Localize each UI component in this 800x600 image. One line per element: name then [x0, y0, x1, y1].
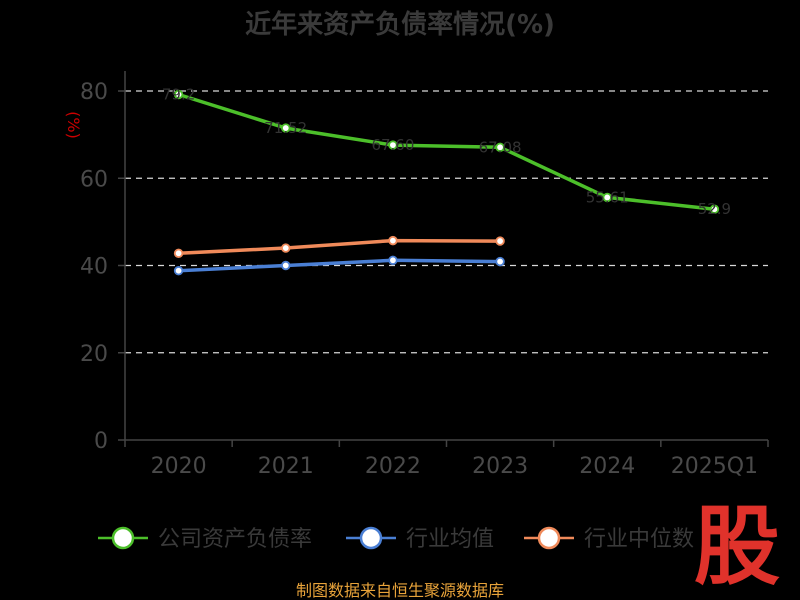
- x-tick-label: 2022: [365, 454, 421, 479]
- y-tick-label: 20: [80, 342, 108, 367]
- x-tick-label: 2025Q1: [671, 454, 758, 479]
- grid-layer: [125, 90, 768, 354]
- data-label: 71.52: [264, 119, 307, 137]
- legend-label: 行业中位数: [584, 527, 694, 552]
- data-label: 79.2: [162, 85, 195, 103]
- data-point: [388, 140, 398, 150]
- series-line: [178, 92, 715, 211]
- legend-label: 公司资产负债率: [158, 527, 312, 552]
- series-line: [178, 258, 501, 273]
- y-tick-label: 60: [80, 167, 108, 192]
- data-point: [495, 142, 505, 152]
- data-label: 55.61: [586, 188, 629, 206]
- legend-marker: [537, 526, 561, 550]
- data-point: [173, 248, 184, 258]
- data-label: 67.60: [371, 136, 414, 154]
- axis-layer: 0 20 40 60 80 2020 2021 2022 2023 2024 2025Q1: [80, 71, 769, 479]
- y-tick-label: 40: [80, 255, 108, 280]
- data-point: [281, 123, 291, 133]
- legend-marker: [111, 526, 135, 550]
- x-tick-label: 2023: [472, 454, 528, 479]
- data-point: [602, 192, 612, 203]
- data-point: [388, 235, 398, 246]
- source-text: 制图数据来自恒生聚源数据库: [296, 581, 504, 600]
- data-point: [495, 256, 505, 267]
- y-tick-label: 0: [94, 429, 108, 454]
- x-tick-label: 2024: [579, 454, 635, 479]
- data-label: 67.08: [479, 138, 522, 156]
- data-point: [709, 204, 720, 214]
- watermark-logo: 股: [694, 497, 780, 597]
- data-point: [173, 266, 184, 276]
- chart-title: 近年来资产负债率情况(%): [245, 9, 555, 40]
- data-point: [495, 236, 505, 246]
- x-tick-label: 2021: [258, 454, 314, 479]
- data-label: 52.9: [698, 200, 731, 218]
- data-point: [173, 89, 184, 100]
- legend: 公司资产负债率 行业均值 行业中位数: [98, 526, 694, 552]
- y-axis-label: (%): [64, 111, 83, 139]
- series-line: [178, 238, 501, 256]
- data-point: [388, 255, 398, 265]
- data-point: [281, 260, 291, 271]
- x-tick-label: 2020: [151, 454, 207, 479]
- legend-marker: [359, 526, 383, 550]
- y-tick-label: 80: [80, 80, 108, 105]
- series-layer: 79.2 71.52 67.60 67.08 55.61 52.9: [162, 85, 731, 276]
- data-point: [281, 243, 291, 253]
- legend-label: 行业均值: [406, 527, 494, 552]
